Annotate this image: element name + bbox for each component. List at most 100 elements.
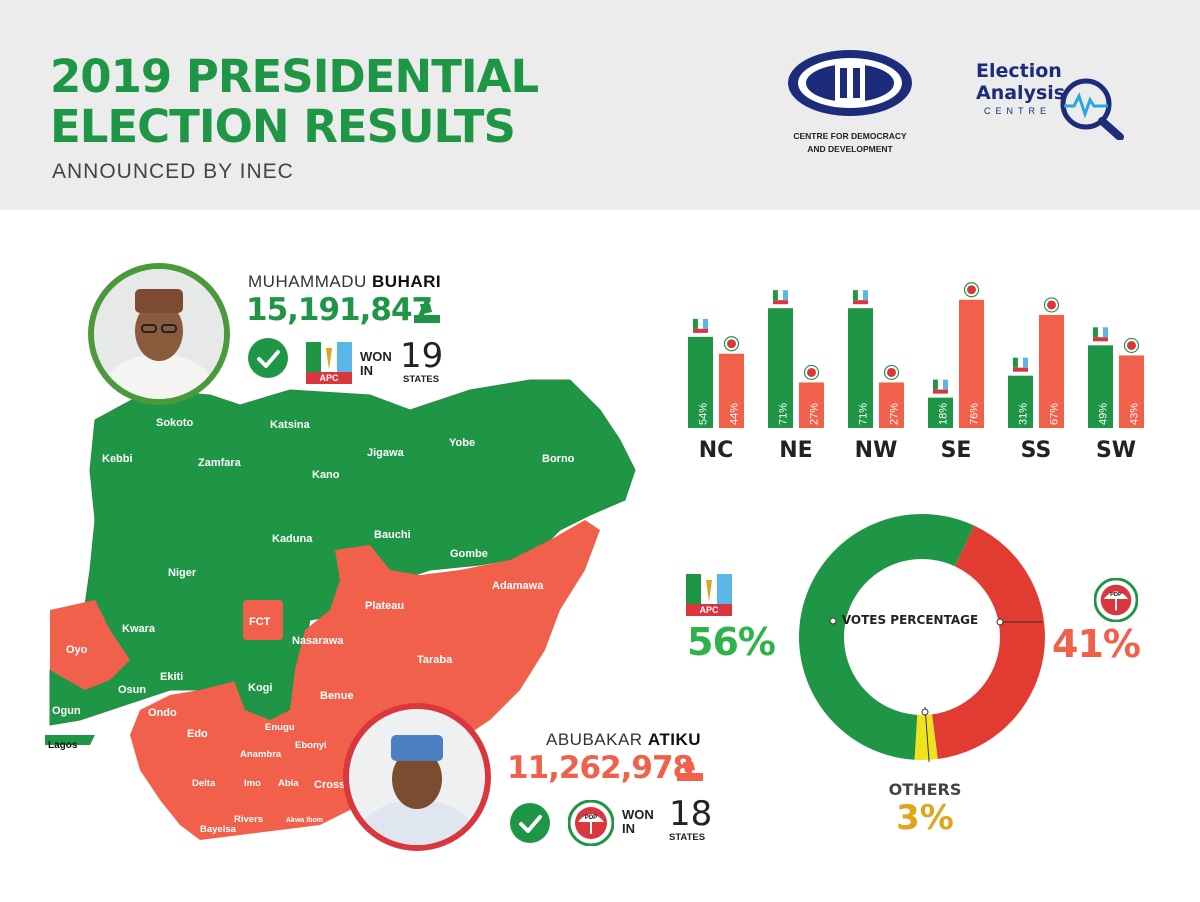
atiku-won-word: WON (622, 807, 654, 822)
pdp-badge-icon (1123, 337, 1140, 354)
svg-text:PDP: PDP (585, 815, 597, 821)
apc-badge-icon (933, 379, 948, 394)
map-label-imo: Imo (244, 778, 261, 789)
map-label-plateau: Plateau (365, 600, 404, 612)
atiku-portrait (349, 709, 485, 845)
apc-leader-dot (829, 617, 837, 625)
atiku-name: ABUBAKAR ATIKU (546, 730, 701, 750)
atiku-first-name: ABUBAKAR (546, 730, 643, 749)
map-label-borno: Borno (542, 453, 575, 465)
apc-bar-label-ss: 31% (1018, 403, 1030, 425)
map-label-edo: Edo (187, 728, 208, 740)
ballot-icon (677, 762, 703, 781)
map-label-ebonyi: Ebonyi (295, 740, 327, 751)
eac-line-2: Analysis (976, 82, 1066, 104)
eac-line-3: CENTRE (984, 106, 1052, 116)
donut-slice-others (914, 714, 938, 760)
magnifier-icon (1060, 78, 1124, 140)
map-label-fct: FCT (249, 616, 271, 628)
apc-bar-ne (768, 308, 793, 428)
map-label-enugu: Enugu (265, 722, 295, 733)
map-label-anambra: Anambra (240, 749, 282, 760)
pdp-bar-label-sw: 43% (1129, 403, 1141, 425)
map-label-kebbi: Kebbi (102, 453, 133, 465)
map-label-kogi: Kogi (248, 682, 272, 694)
atiku-states-label: STATES (669, 832, 706, 843)
pdp-logo-icon: PDP (1094, 578, 1138, 622)
pdp-bar-nw (879, 382, 904, 428)
regional-bar-chart: 54% 44% NC 71% 27% NE 71% 27% NW 18% 76% SE 31% 67% SS… (688, 282, 1144, 463)
buhari-states-label: STATES (403, 374, 440, 385)
others-leader-line (924, 706, 930, 762)
map-label-kano: Kano (312, 469, 340, 481)
nigeria-state-map: Sokoto Katsina Kebbi Zamfara Jigawa Yobe… (45, 379, 636, 840)
check-icon (510, 803, 550, 843)
apc-bar-nc (688, 336, 713, 428)
atiku-votes: 11,262,978 (507, 750, 694, 786)
map-label-kaduna: Kaduna (272, 533, 313, 545)
apc-bar-se (928, 397, 953, 428)
map-label-ekiti: Ekiti (160, 671, 183, 683)
map-label-ondo: Ondo (148, 707, 177, 719)
map-label-oyo: Oyo (66, 644, 88, 656)
others-percent: 3% (896, 798, 954, 838)
map-label-kwara: Kwara (122, 623, 156, 635)
region-label-se: SE (941, 438, 972, 463)
map-label-yobe: Yobe (449, 437, 475, 449)
svg-text:APC: APC (699, 605, 719, 615)
apc-bar-label-nw: 71% (858, 403, 870, 425)
map-label-benue: Benue (320, 690, 354, 702)
atiku-won-label: WON IN (622, 808, 654, 836)
others-label: OTHERS (888, 780, 962, 799)
apc-bar-label-sw: 49% (1098, 403, 1110, 425)
pdp-bar-label-ne: 27% (809, 403, 821, 425)
region-label-nw: NW (855, 438, 898, 463)
donut-slice-pdp (931, 525, 1045, 759)
apc-bar-sw (1088, 345, 1113, 428)
atiku-states-won: 18 (669, 794, 713, 834)
map-label-abia: Abia (278, 778, 299, 789)
map-label-akwa-ibom: Akwa Ibom (286, 817, 323, 824)
pdp-logo-icon: PDP (568, 800, 614, 846)
map-label-zamfara: Zamfara (198, 457, 242, 469)
apc-logo-icon: APC (306, 342, 352, 384)
map-region-pdp (130, 520, 600, 840)
apc-bar-label-ne: 71% (778, 403, 790, 425)
buhari-portrait (94, 269, 224, 399)
page-title: 2019 PRESIDENTIAL ELECTION RESULTS (50, 52, 650, 152)
buhari-photo (88, 263, 230, 405)
map-label-bayelsa: Bayelsa (200, 824, 237, 835)
donut-center-title: VOTES PERCENTAGE (841, 613, 979, 627)
map-region-fct (243, 600, 283, 640)
header-banner: 2019 PRESIDENTIAL ELECTION RESULTS ANNOU… (0, 0, 1200, 210)
apc-bar-label-nc: 54% (698, 403, 710, 425)
buhari-votes: 15,191,847 (246, 292, 433, 328)
pdp-bar-label-nw: 27% (889, 403, 901, 425)
donut-slice-apc (798, 513, 975, 760)
buhari-last-name: BUHARI (372, 272, 442, 291)
atiku-last-name: ATIKU (647, 730, 702, 749)
map-label-lagos: Lagos (48, 740, 78, 751)
buhari-states-won: 19 (400, 336, 444, 376)
atiku-in-word: IN (622, 821, 635, 836)
map-label-adamawa: Adamawa (492, 580, 544, 592)
map-label-rivers: Rivers (234, 814, 263, 825)
apc-badge-icon (1093, 327, 1108, 342)
pdp-badge-icon (1043, 297, 1060, 313)
pdp-badge-icon (883, 364, 900, 381)
cdd-line-1: CENTRE FOR DEMOCRACY (793, 131, 907, 141)
apc-badge-icon (853, 290, 868, 305)
region-label-sw: SW (1096, 438, 1136, 463)
svg-text:APC: APC (319, 373, 339, 383)
pdp-badge-icon (723, 336, 740, 352)
region-label-ss: SS (1021, 438, 1052, 463)
title-line-2: ELECTION RESULTS (50, 100, 516, 153)
map-label-ogun: Ogun (52, 705, 81, 717)
pdp-bar-label-se: 76% (969, 403, 981, 425)
map-label-jigawa: Jigawa (367, 447, 405, 459)
apc-badge-icon (1013, 357, 1028, 372)
buhari-won-label: WON IN (360, 350, 392, 378)
cdd-logo (788, 50, 912, 116)
apc-logo-icon: APC (686, 574, 732, 616)
region-label-nc: NC (699, 438, 734, 463)
